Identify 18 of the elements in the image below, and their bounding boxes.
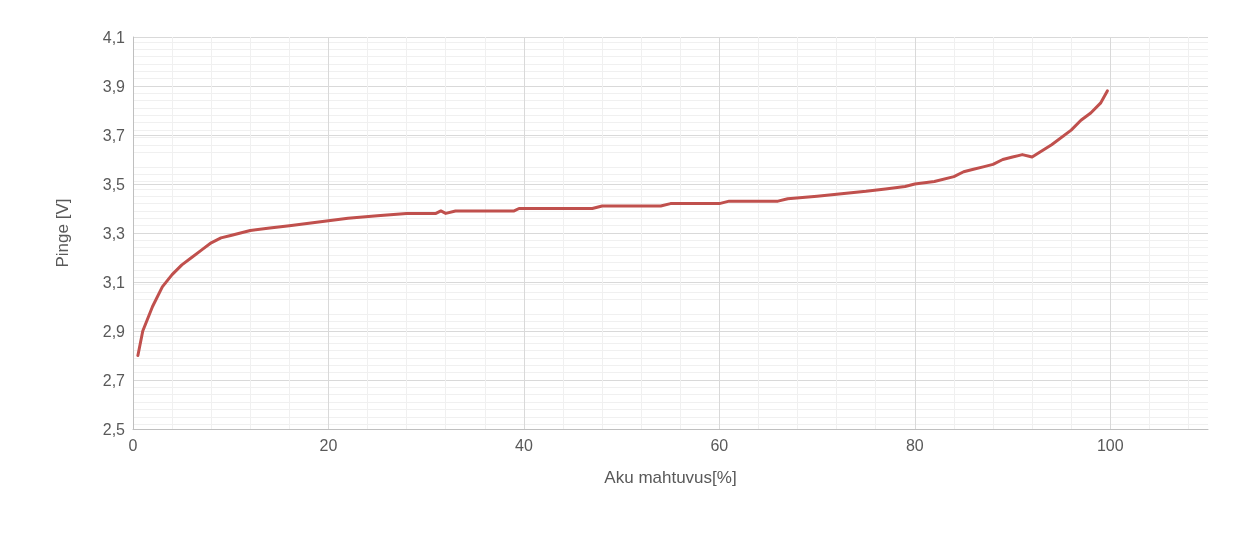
x-tick-label: 80 <box>905 436 924 454</box>
x-tick-label: 60 <box>710 436 729 454</box>
y-tick-label: 3,7 <box>102 126 126 144</box>
y-tick-label: 4,1 <box>102 28 126 46</box>
x-tick-label: 40 <box>515 436 533 454</box>
x-tick-label: 0 <box>128 436 138 454</box>
x-tick-label: 100 <box>1096 436 1124 454</box>
y-tick-label: 2,5 <box>102 420 126 438</box>
y-axis-title: Pinge [V] <box>53 198 72 268</box>
x-axis-title: Aku mahtuvus[%] <box>604 468 737 487</box>
y-tick-label: 3,5 <box>102 175 126 193</box>
x-tick-label: 20 <box>319 436 338 454</box>
y-tick-label: 2,9 <box>102 322 126 340</box>
y-tick-label: 3,3 <box>102 224 126 242</box>
y-tick-label: 3,1 <box>102 273 126 291</box>
line-series <box>136 89 1109 357</box>
y-tick-label: 3,9 <box>102 77 126 95</box>
y-tick-label: 2,7 <box>102 371 126 389</box>
